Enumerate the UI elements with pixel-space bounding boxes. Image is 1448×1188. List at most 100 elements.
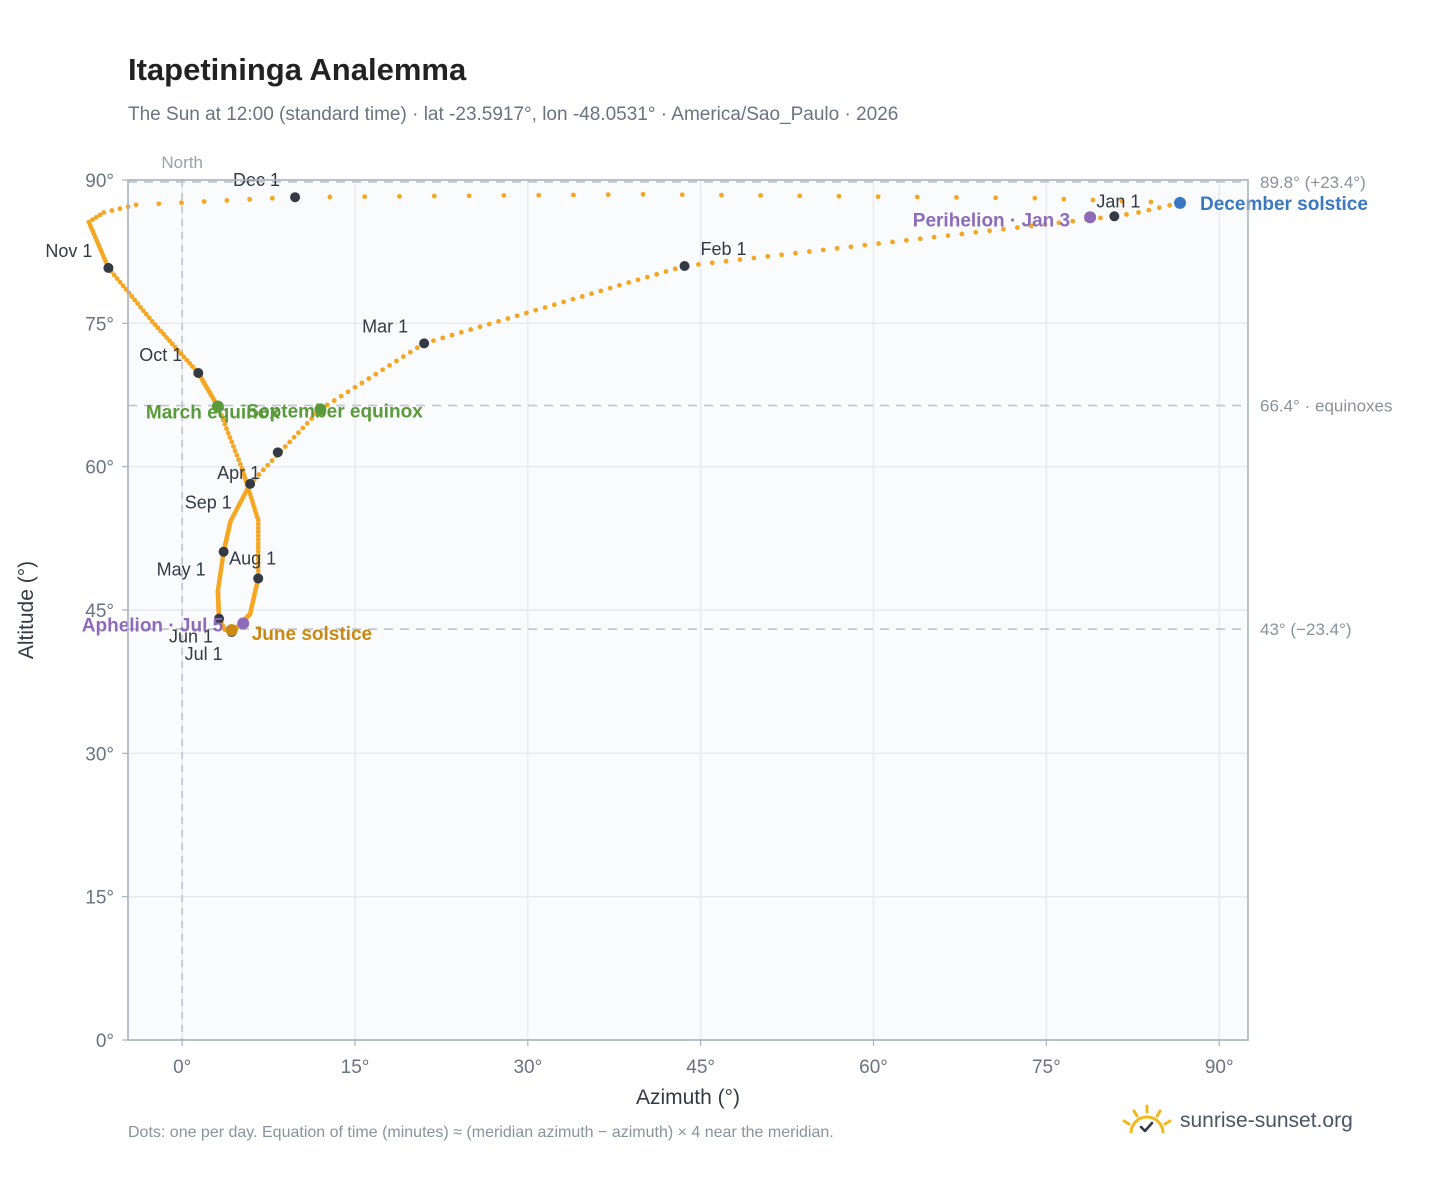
- day-dot: [931, 234, 937, 240]
- day-dot: [1156, 205, 1162, 211]
- day-dot: [1119, 198, 1125, 204]
- north-label: North: [161, 153, 203, 172]
- month-marker: [103, 262, 114, 273]
- month-label: Oct 1: [139, 345, 182, 365]
- day-dot: [806, 249, 812, 254]
- day-dot: [571, 192, 576, 198]
- month-marker: [214, 613, 225, 624]
- day-dot: [579, 294, 585, 299]
- day-dot: [723, 258, 729, 264]
- day-dot: [359, 380, 365, 386]
- day-dot: [477, 324, 483, 330]
- day-dot: [1146, 207, 1152, 213]
- day-dot: [224, 426, 229, 432]
- event-label: December solstice: [1200, 194, 1368, 215]
- day-dot: [709, 260, 715, 266]
- month-marker: [272, 447, 283, 458]
- reference-line-label: 89.8° (+23.4°): [1260, 173, 1366, 192]
- day-dot: [890, 239, 895, 245]
- day-dot: [181, 354, 187, 360]
- day-dot: [287, 439, 293, 445]
- day-dot: [291, 434, 297, 440]
- day-dot: [255, 541, 261, 546]
- day-dot: [737, 257, 743, 262]
- day-dot: [172, 344, 178, 350]
- y-axis-title: Altitude (°): [15, 561, 38, 659]
- day-dot: [431, 193, 437, 199]
- month-marker: [245, 478, 256, 489]
- x-tick-label: 45°: [686, 1057, 715, 1078]
- day-dot: [394, 358, 399, 364]
- month-label: Feb 1: [701, 239, 747, 259]
- day-dot: [765, 253, 771, 259]
- day-dot: [626, 280, 632, 285]
- brand[interactable]: sunrise-sunset.org: [1120, 1103, 1353, 1139]
- day-dot: [1070, 218, 1076, 224]
- day-dot: [222, 421, 228, 427]
- day-dot: [149, 319, 155, 324]
- day-dot: [218, 412, 224, 418]
- day-dot: [179, 200, 184, 206]
- day-dot: [1098, 215, 1103, 221]
- day-dot: [338, 393, 344, 399]
- reference-line-label: 43° (−23.4°): [1260, 620, 1352, 639]
- day-dot: [161, 331, 167, 337]
- day-dot: [524, 310, 529, 316]
- day-dot: [86, 219, 92, 225]
- day-dot: [255, 568, 261, 574]
- day-dot: [236, 457, 242, 463]
- month-marker: [679, 261, 690, 271]
- day-dot: [414, 345, 420, 351]
- event-label: Aphelion · Jul 5: [82, 615, 224, 636]
- day-dot: [862, 242, 868, 248]
- day-dot: [234, 452, 240, 458]
- day-dot: [247, 196, 253, 202]
- day-dot: [945, 233, 951, 238]
- day-dot: [255, 525, 261, 531]
- day-dot: [917, 236, 923, 242]
- chart-title: Itapetininga Analemma: [128, 52, 467, 87]
- x-tick-label: 30°: [513, 1057, 542, 1078]
- y-tick-label: 0°: [96, 1031, 114, 1052]
- day-dot: [239, 466, 245, 471]
- event-label: September equinox: [246, 401, 423, 422]
- x-tick-label: 75°: [1032, 1057, 1061, 1078]
- day-dot: [331, 398, 337, 403]
- day-dot: [201, 199, 207, 204]
- event-label: March equinox: [146, 402, 281, 423]
- x-axis-title: Azimuth (°): [636, 1086, 740, 1109]
- day-dot: [672, 266, 678, 272]
- month-marker: [419, 338, 430, 349]
- day-dot: [167, 338, 172, 344]
- day-dot: [696, 261, 701, 267]
- event-label: Perihelion · Jan 3: [913, 210, 1070, 231]
- month-marker: [218, 546, 229, 557]
- day-dot: [109, 208, 115, 213]
- month-marker: [193, 368, 204, 379]
- day-dot: [296, 430, 301, 436]
- day-dot: [327, 194, 333, 200]
- day-dot: [387, 362, 392, 368]
- day-dot: [93, 214, 99, 220]
- y-tick-label: 75°: [85, 314, 114, 335]
- day-dot: [793, 250, 798, 256]
- day-dot: [1167, 202, 1173, 208]
- day-dot: [141, 308, 146, 314]
- day-dot: [533, 307, 539, 313]
- day-dot: [260, 467, 266, 473]
- day-dot: [300, 425, 306, 431]
- event-marker: [314, 403, 327, 416]
- day-dot: [1148, 199, 1154, 205]
- day-dot: [256, 472, 262, 477]
- day-dot: [117, 206, 123, 212]
- day-dot: [146, 315, 152, 321]
- day-dot: [987, 228, 992, 234]
- x-tick-label: 60°: [859, 1057, 888, 1078]
- day-dot: [407, 349, 413, 355]
- day-dot: [654, 271, 660, 277]
- y-tick-label: 30°: [85, 744, 114, 765]
- day-dot: [324, 402, 330, 408]
- day-dot: [224, 198, 230, 203]
- day-dot: [255, 556, 261, 562]
- day-dot: [486, 321, 492, 327]
